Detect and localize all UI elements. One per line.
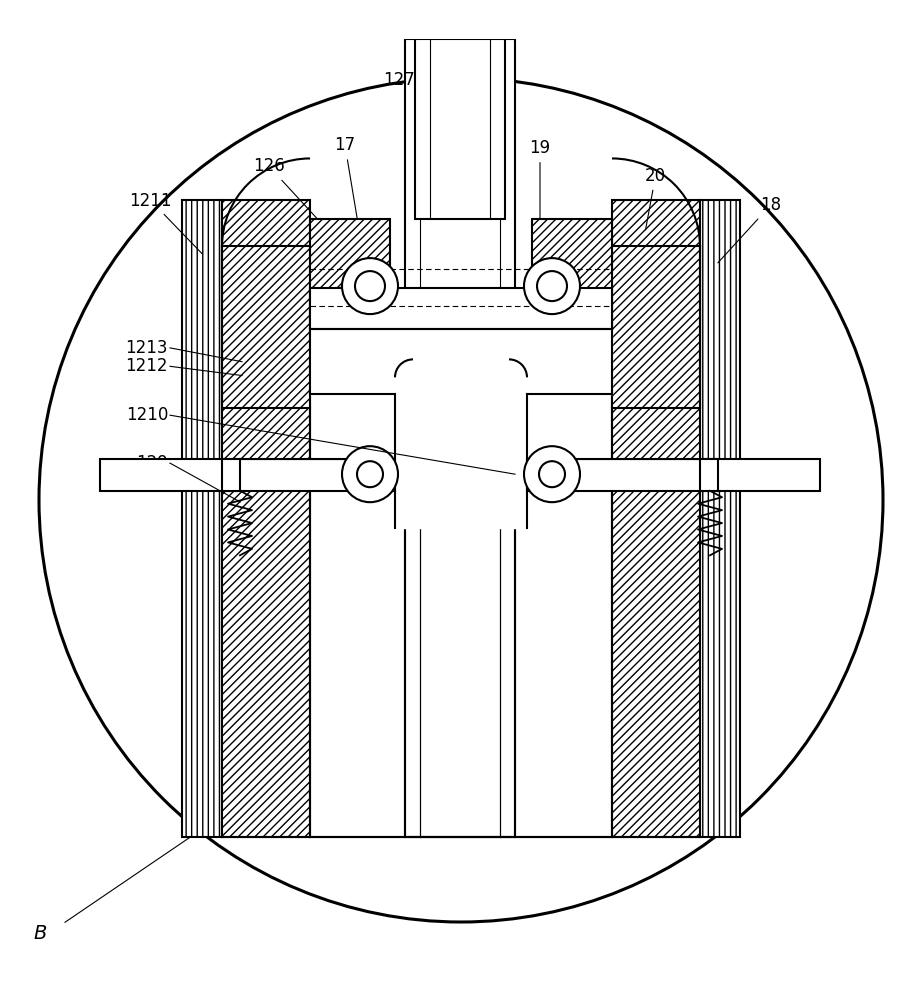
Bar xyxy=(532,219,612,329)
Circle shape xyxy=(524,258,580,314)
Bar xyxy=(222,459,240,491)
Bar xyxy=(222,200,310,837)
Text: B: B xyxy=(33,924,47,943)
Circle shape xyxy=(39,78,883,922)
Circle shape xyxy=(537,271,567,301)
Circle shape xyxy=(342,446,398,502)
Bar xyxy=(310,219,390,329)
Bar xyxy=(222,246,310,408)
Circle shape xyxy=(524,446,580,502)
Text: 1210: 1210 xyxy=(125,406,168,424)
Bar xyxy=(415,39,505,219)
Bar xyxy=(310,288,612,329)
Polygon shape xyxy=(310,329,612,394)
Text: 1213: 1213 xyxy=(125,339,168,357)
Circle shape xyxy=(342,258,398,314)
Bar xyxy=(700,459,718,491)
Text: 1211: 1211 xyxy=(129,192,202,254)
Bar xyxy=(527,459,820,491)
Text: 20: 20 xyxy=(645,167,666,230)
Text: 129: 129 xyxy=(136,454,168,472)
Bar xyxy=(612,246,700,408)
Polygon shape xyxy=(395,394,527,528)
Text: 19: 19 xyxy=(529,139,550,221)
Circle shape xyxy=(357,461,383,487)
Text: 18: 18 xyxy=(718,196,781,263)
Bar xyxy=(405,39,515,837)
Bar xyxy=(100,459,395,491)
Text: 17: 17 xyxy=(335,136,358,221)
Bar xyxy=(182,200,222,837)
Circle shape xyxy=(355,271,385,301)
Circle shape xyxy=(539,461,565,487)
Bar xyxy=(612,200,700,837)
Bar xyxy=(700,200,740,837)
Text: 127: 127 xyxy=(384,71,458,104)
Text: 126: 126 xyxy=(254,157,328,231)
Text: 1212: 1212 xyxy=(125,357,168,375)
